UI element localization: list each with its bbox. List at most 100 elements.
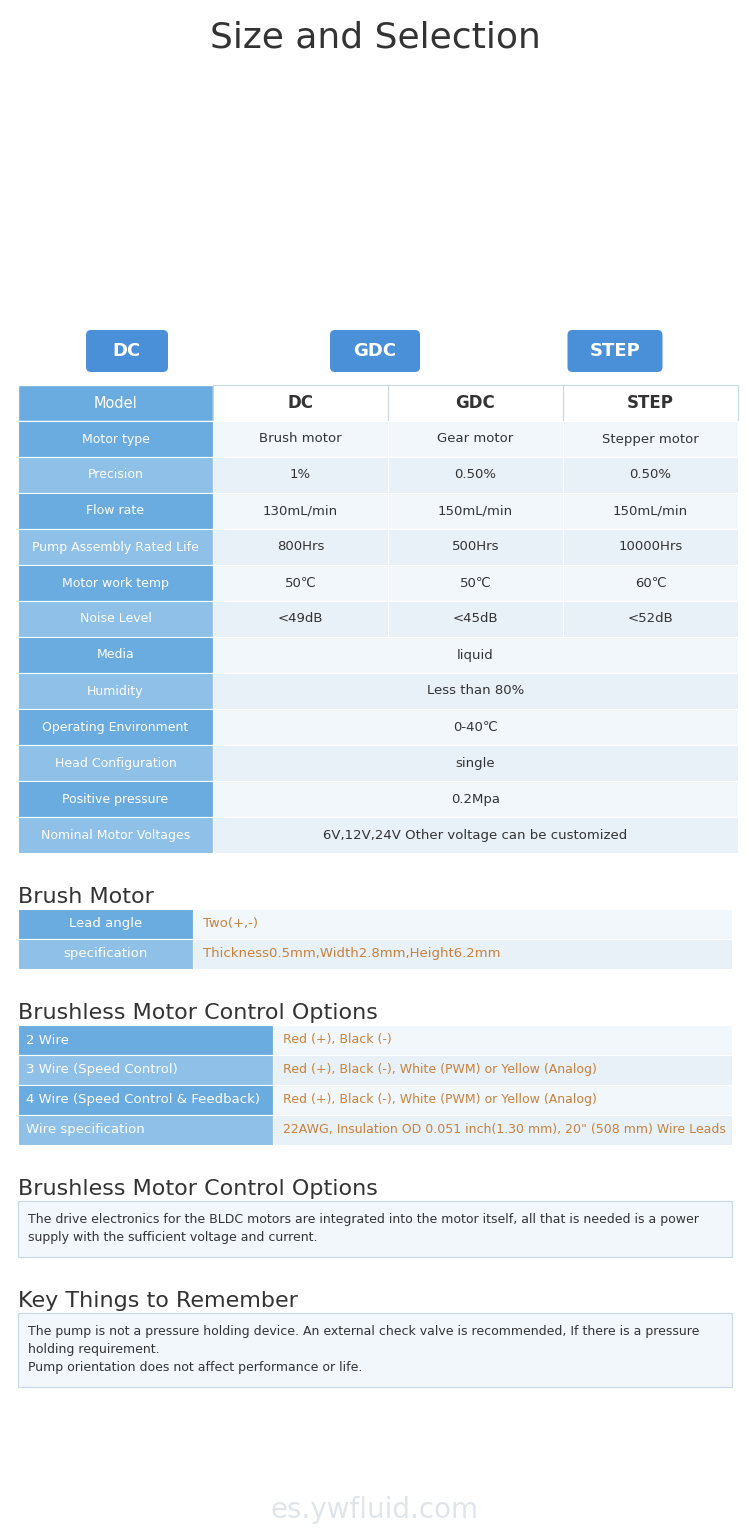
Text: 0.2Mpa: 0.2Mpa (451, 792, 500, 806)
Bar (193, 939, 732, 970)
Text: 4 Wire (Speed Control & Feedback): 4 Wire (Speed Control & Feedback) (26, 1094, 260, 1106)
Text: GDC: GDC (455, 394, 495, 412)
Bar (18, 781, 213, 817)
Text: Red (+), Black (-), White (PWM) or Yellow (Analog): Red (+), Black (-), White (PWM) or Yello… (283, 1063, 597, 1077)
Text: <45dB: <45dB (453, 613, 498, 625)
Text: Size and Selection: Size and Selection (209, 21, 541, 55)
Text: 130mL/min: 130mL/min (263, 504, 338, 518)
Text: <49dB: <49dB (278, 613, 323, 625)
Text: STEP: STEP (627, 394, 674, 412)
Bar (18, 385, 213, 421)
Text: Brushless Motor Control Options: Brushless Motor Control Options (18, 1180, 378, 1200)
Text: 60℃: 60℃ (634, 576, 666, 590)
Text: Model: Model (94, 395, 137, 411)
Bar (388, 421, 563, 457)
Text: single: single (456, 757, 495, 769)
Text: <52dB: <52dB (628, 613, 674, 625)
Bar (18, 457, 213, 493)
Text: Positive pressure: Positive pressure (62, 792, 169, 806)
Bar (18, 565, 213, 601)
Text: Brush Motor: Brush Motor (18, 887, 154, 907)
Text: Two(+,-): Two(+,-) (203, 918, 258, 930)
Text: Motor type: Motor type (82, 432, 149, 446)
Bar (563, 493, 738, 529)
Text: Red (+), Black (-): Red (+), Black (-) (283, 1034, 392, 1046)
Text: 0.50%: 0.50% (454, 469, 497, 481)
FancyBboxPatch shape (330, 329, 420, 372)
Bar (213, 565, 388, 601)
Text: Lead angle: Lead angle (69, 918, 142, 930)
Bar (213, 637, 738, 673)
Text: 0-40℃: 0-40℃ (453, 720, 498, 734)
Bar (213, 745, 738, 781)
Bar (213, 385, 388, 421)
Bar (563, 457, 738, 493)
Bar (563, 601, 738, 637)
Bar (563, 421, 738, 457)
Bar (18, 1115, 273, 1144)
Bar (18, 939, 193, 970)
Text: Pump Assembly Rated Life: Pump Assembly Rated Life (32, 541, 199, 553)
Bar (273, 1115, 732, 1144)
Text: supply with the sufficient voltage and current.: supply with the sufficient voltage and c… (28, 1232, 317, 1244)
Bar (18, 817, 213, 853)
Bar (388, 457, 563, 493)
Bar (213, 781, 738, 817)
Bar (213, 709, 738, 745)
Bar (273, 1025, 732, 1056)
Text: The pump is not a pressure holding device. An external check valve is recommende: The pump is not a pressure holding devic… (28, 1325, 699, 1339)
Bar (563, 565, 738, 601)
Text: 50℃: 50℃ (460, 576, 491, 590)
Bar (388, 493, 563, 529)
Bar (18, 601, 213, 637)
Bar (18, 1201, 732, 1256)
Bar (18, 1056, 273, 1085)
Text: Humidity: Humidity (87, 685, 144, 697)
Text: Gear motor: Gear motor (437, 432, 514, 446)
Text: Noise Level: Noise Level (80, 613, 152, 625)
Bar (388, 601, 563, 637)
Text: Precision: Precision (88, 469, 143, 481)
Text: Key Things to Remember: Key Things to Remember (18, 1291, 298, 1311)
Bar (18, 421, 213, 457)
Bar (18, 637, 213, 673)
Text: holding requirement.: holding requirement. (28, 1344, 160, 1356)
FancyBboxPatch shape (86, 329, 168, 372)
Bar (213, 673, 738, 709)
Bar (273, 1056, 732, 1085)
Text: DC: DC (287, 394, 314, 412)
Text: Head Configuration: Head Configuration (55, 757, 176, 769)
Text: 6V,12V,24V Other voltage can be customized: 6V,12V,24V Other voltage can be customiz… (323, 829, 628, 841)
Bar (563, 385, 738, 421)
Text: Brush motor: Brush motor (260, 432, 342, 446)
Text: 2 Wire: 2 Wire (26, 1034, 69, 1046)
Text: 0.50%: 0.50% (629, 469, 671, 481)
Bar (213, 817, 738, 853)
Bar (18, 709, 213, 745)
Bar (213, 457, 388, 493)
Bar (563, 529, 738, 565)
Text: Pump orientation does not affect performance or life.: Pump orientation does not affect perform… (28, 1362, 362, 1374)
Text: 150mL/min: 150mL/min (438, 504, 513, 518)
Text: liquid: liquid (457, 648, 494, 662)
Text: 1%: 1% (290, 469, 311, 481)
Text: The drive electronics for the BLDC motors are integrated into the motor itself, : The drive electronics for the BLDC motor… (28, 1213, 699, 1227)
Text: Wire specification: Wire specification (26, 1123, 145, 1137)
Text: Less than 80%: Less than 80% (427, 685, 524, 697)
Text: 800Hrs: 800Hrs (277, 541, 324, 553)
Bar (213, 493, 388, 529)
Bar (18, 493, 213, 529)
Bar (273, 1085, 732, 1115)
Text: Thickness0.5mm,Width2.8mm,Height6.2mm: Thickness0.5mm,Width2.8mm,Height6.2mm (203, 947, 500, 961)
Text: Operating Environment: Operating Environment (42, 720, 189, 734)
Text: 500Hrs: 500Hrs (452, 541, 500, 553)
Bar (213, 421, 388, 457)
Text: es.ywfluid.com: es.ywfluid.com (271, 1497, 479, 1524)
Text: Media: Media (97, 648, 134, 662)
Bar (18, 1085, 273, 1115)
Bar (193, 908, 732, 939)
Text: 10000Hrs: 10000Hrs (618, 541, 682, 553)
Text: 150mL/min: 150mL/min (613, 504, 688, 518)
Text: STEP: STEP (590, 342, 640, 360)
Bar (213, 529, 388, 565)
